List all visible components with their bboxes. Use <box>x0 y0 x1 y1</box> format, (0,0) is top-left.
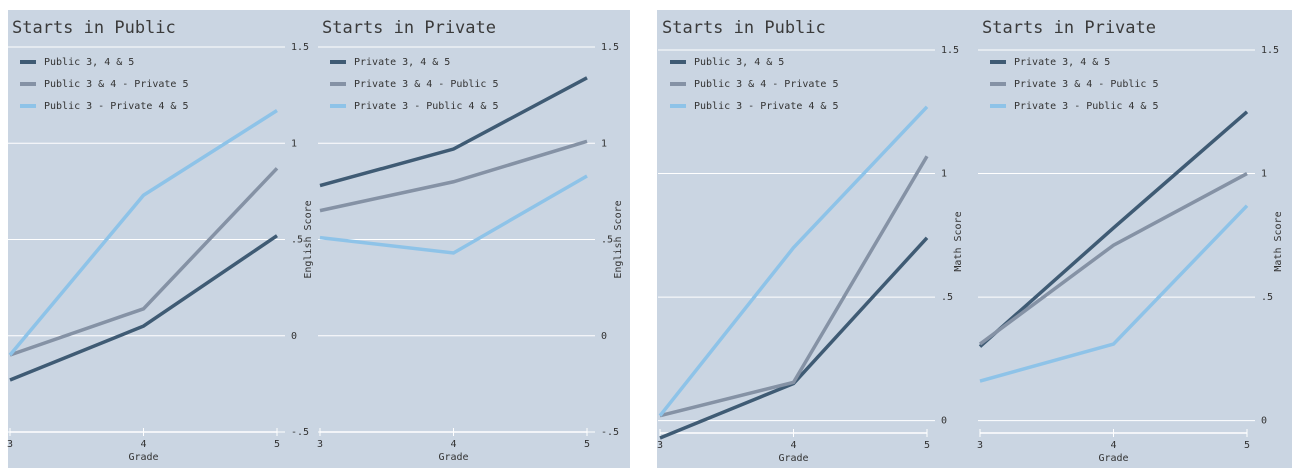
series-line <box>978 172 1248 346</box>
y-tick-label: 0 <box>601 331 607 342</box>
x-tick-label: 3 <box>7 439 13 450</box>
y-tick-label: 0 <box>1261 416 1267 427</box>
series-line <box>319 76 588 188</box>
series-line <box>979 204 1249 383</box>
y-tick-label: 1 <box>1261 169 1267 180</box>
x-tick-label: 5 <box>274 439 280 450</box>
x-tick-label: 4 <box>790 440 796 451</box>
y-axis-label: English Score <box>613 200 624 278</box>
y-tick-label: 1.5 <box>601 42 619 53</box>
chart-title: Starts in Public <box>662 18 826 38</box>
legend-label: Public 3 - Private 4 & 5 <box>44 101 189 112</box>
series-line <box>8 109 278 357</box>
y-tick-label: 1 <box>291 138 297 149</box>
y-tick-label: 1.5 <box>1261 45 1279 56</box>
y-axis-label: Math Score <box>1273 211 1284 271</box>
x-tick-label: 5 <box>924 440 930 451</box>
legend-label: Public 3 - Private 4 & 5 <box>694 101 839 112</box>
y-tick-label: 1.5 <box>291 42 309 53</box>
y-tick-label: 1 <box>941 169 947 180</box>
x-axis-label: Grade <box>1098 453 1128 464</box>
series-line <box>9 234 278 382</box>
legend-label: Public 3, 4 & 5 <box>694 57 784 68</box>
chart-title: Starts in Private <box>982 18 1156 38</box>
legend-label: Private 3 & 4 - Public 5 <box>354 79 499 90</box>
y-axis-label: English Score <box>303 200 314 278</box>
x-tick-label: 5 <box>584 439 590 450</box>
y-tick-label: -.5 <box>601 427 619 438</box>
y-tick-label: 0 <box>291 331 297 342</box>
y-tick-label: 1.5 <box>941 45 959 56</box>
y-tick-label: -.5 <box>291 427 309 438</box>
series-line <box>319 139 588 213</box>
series-line <box>9 167 279 357</box>
series-line <box>319 174 588 255</box>
legend-label: Private 3, 4 & 5 <box>354 57 450 68</box>
y-axis-label: Math Score <box>953 211 964 271</box>
legend-label: Private 3, 4 & 5 <box>1014 57 1110 68</box>
x-axis-label: Grade <box>438 452 468 463</box>
x-tick-label: 4 <box>1110 440 1116 451</box>
x-axis-label: Grade <box>128 452 158 463</box>
legend-label: Private 3 - Public 4 & 5 <box>354 101 499 112</box>
legend-label: Public 3 & 4 - Private 5 <box>694 79 839 90</box>
y-tick-label: .5 <box>1261 292 1273 303</box>
legend-label: Private 3 - Public 4 & 5 <box>1014 101 1159 112</box>
x-tick-label: 4 <box>450 439 456 450</box>
series-line <box>659 155 929 418</box>
chart-title: Starts in Private <box>322 18 496 38</box>
y-tick-label: 1 <box>601 138 607 149</box>
y-tick-label: .5 <box>601 235 613 246</box>
y-tick-label: .5 <box>941 292 953 303</box>
chart-title: Starts in Public <box>12 18 176 38</box>
x-tick-label: 3 <box>317 439 323 450</box>
x-tick-label: 3 <box>657 440 663 451</box>
x-tick-label: 5 <box>1244 440 1250 451</box>
legend-label: Private 3 & 4 - Public 5 <box>1014 79 1159 90</box>
legend-label: Public 3 & 4 - Private 5 <box>44 79 189 90</box>
series-line <box>658 105 929 417</box>
y-tick-label: .5 <box>291 235 303 246</box>
legend-label: Public 3, 4 & 5 <box>44 57 134 68</box>
series-line <box>978 110 1249 348</box>
x-tick-label: 4 <box>140 439 146 450</box>
y-tick-label: 0 <box>941 416 947 427</box>
x-axis-label: Grade <box>778 453 808 464</box>
x-tick-label: 3 <box>977 440 983 451</box>
